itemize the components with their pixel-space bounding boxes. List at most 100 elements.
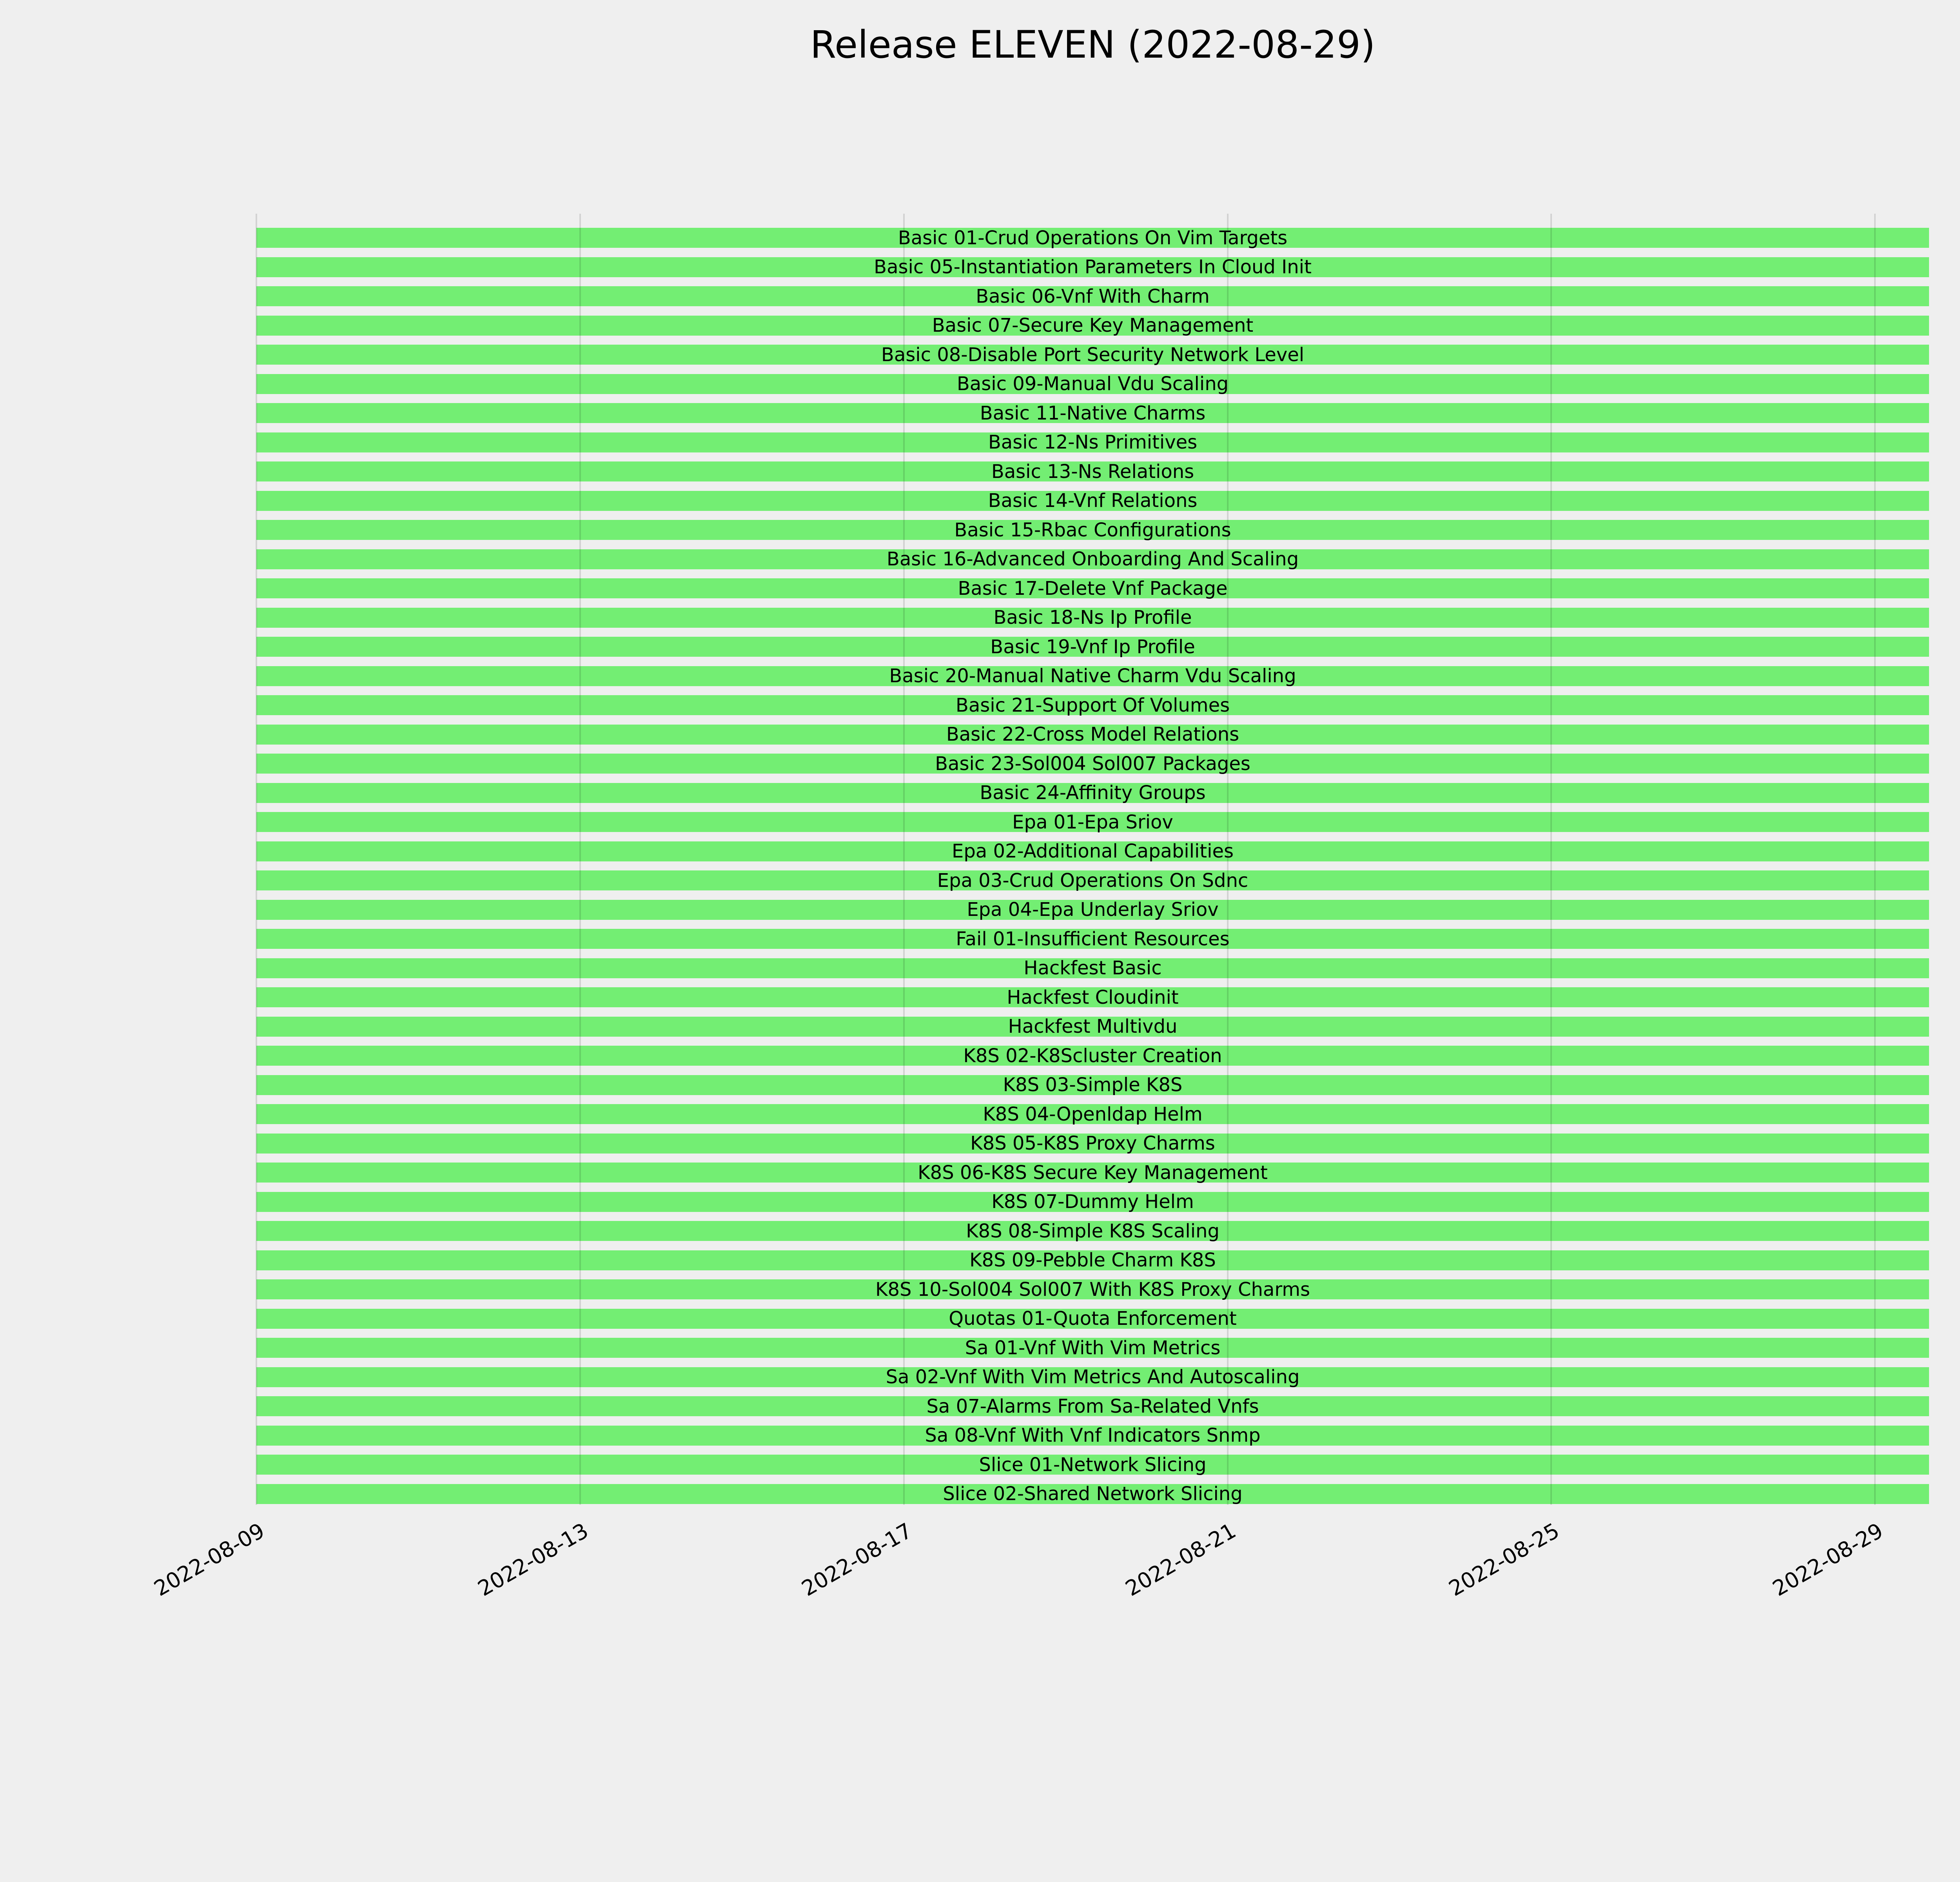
x-tick-label: 2022-08-13 (474, 1518, 593, 1601)
task-bar (256, 841, 1929, 861)
gridline-2022-08-21 (1227, 214, 1229, 1505)
task-label: Basic 13-Ns Relations (991, 460, 1194, 483)
task-label: K8S 03-Simple K8S (1003, 1074, 1183, 1096)
task-bar (256, 1338, 1929, 1358)
task-label: Basic 01-Crud Operations On Vim Targets (898, 227, 1288, 249)
gridline-2022-08-17 (903, 214, 905, 1505)
task-label: Epa 04-Epa Underlay Sriov (967, 899, 1219, 921)
task-label: Epa 01-Epa Sriov (1012, 811, 1173, 833)
task-label: Basic 07-Secure Key Management (932, 314, 1254, 336)
task-label: Basic 06-Vnf With Charm (976, 285, 1210, 307)
task-bar (256, 1046, 1929, 1066)
task-bar (256, 403, 1929, 423)
task-label: K8S 10-Sol004 Sol007 With K8S Proxy Char… (875, 1278, 1310, 1301)
task-bars-layer (256, 212, 1929, 1513)
task-label: K8S 07-Dummy Helm (991, 1191, 1194, 1213)
task-bar (256, 549, 1929, 569)
task-label: K8S 04-Openldap Helm (983, 1103, 1203, 1125)
task-label: Basic 15-Rbac Configurations (954, 519, 1231, 541)
task-bar (256, 1455, 1929, 1475)
task-label: Basic 21-Support Of Volumes (955, 694, 1230, 716)
task-label: Epa 02-Additional Capabilities (951, 840, 1234, 862)
task-label: Hackfest Basic (1024, 957, 1162, 979)
task-bar (256, 899, 1929, 920)
task-label: K8S 09-Pebble Charm K8S (969, 1249, 1216, 1271)
task-label: Hackfest Multivdu (1008, 1015, 1178, 1037)
task-label: Basic 24-Affinity Groups (980, 782, 1206, 804)
task-bar (256, 958, 1929, 978)
task-bar (256, 1250, 1929, 1270)
task-bar (256, 695, 1929, 715)
task-bar (256, 1367, 1929, 1387)
task-label: Fail 01-Insufficient Resources (956, 928, 1230, 950)
task-bar (256, 228, 1929, 248)
task-label: Epa 03-Crud Operations On Sdnc (937, 869, 1249, 892)
task-bar (256, 315, 1929, 336)
task-bar (256, 1104, 1929, 1124)
x-tick-label: 2022-08-29 (1768, 1518, 1887, 1601)
task-label: Hackfest Cloudinit (1007, 986, 1179, 1008)
task-label: Basic 20-Manual Native Charm Vdu Scaling (889, 665, 1296, 687)
gridlines-layer (256, 212, 1929, 1513)
task-label: Basic 17-Delete Vnf Package (958, 577, 1228, 599)
task-bar (256, 666, 1929, 686)
task-bar (256, 929, 1929, 949)
task-bar (256, 520, 1929, 540)
task-label: Basic 11-Native Charms (980, 402, 1206, 424)
gridline-2022-08-09 (256, 214, 257, 1505)
gridline-2022-08-29 (1874, 214, 1876, 1505)
task-label: Sa 02-Vnf With Vim Metrics And Autoscali… (886, 1366, 1300, 1388)
x-tick-label: 2022-08-17 (797, 1518, 916, 1601)
task-label: Basic 05-Instantiation Parameters In Clo… (874, 256, 1312, 278)
task-bar (256, 1016, 1929, 1037)
task-bar (256, 257, 1929, 277)
task-label: Basic 08-Disable Port Security Network L… (881, 343, 1305, 366)
task-label: Basic 16-Advanced Onboarding And Scaling (886, 548, 1299, 570)
task-label: Quotas 01-Quota Enforcement (949, 1308, 1237, 1330)
task-label: K8S 05-K8S Proxy Charms (970, 1132, 1215, 1154)
task-bar (256, 783, 1929, 803)
task-bar (256, 490, 1929, 511)
task-bar (256, 1425, 1929, 1446)
task-label: Sa 07-Alarms From Sa-Related Vnfs (926, 1395, 1259, 1417)
task-label: Basic 19-Vnf Ip Profile (990, 636, 1195, 658)
x-tick-label: 2022-08-25 (1445, 1518, 1564, 1601)
task-bar (256, 374, 1929, 394)
task-bar (256, 1484, 1929, 1504)
task-bar (256, 754, 1929, 774)
task-bar (256, 461, 1929, 481)
task-label: Sa 01-Vnf With Vim Metrics (965, 1337, 1221, 1359)
task-bar (256, 286, 1929, 306)
task-bar (256, 812, 1929, 832)
task-label: Basic 23-Sol004 Sol007 Packages (935, 752, 1250, 775)
task-bar (256, 1279, 1929, 1299)
task-label: Sa 08-Vnf With Vnf Indicators Snmp (925, 1424, 1261, 1446)
task-bar (256, 345, 1929, 365)
task-label: Basic 12-Ns Primitives (988, 431, 1198, 453)
chart-title: Release ELEVEN (2022-08-29) (810, 23, 1376, 67)
x-tick-label: 2022-08-09 (150, 1518, 269, 1601)
plot-area: Basic 01-Crud Operations On Vim Targets B… (256, 212, 1929, 1513)
task-label: Slice 02-Shared Network Slicing (943, 1483, 1243, 1505)
task-bar (256, 724, 1929, 745)
task-bar (256, 1192, 1929, 1212)
task-labels-layer: Basic 01-Crud Operations On Vim Targets B… (256, 212, 1929, 1513)
task-bar (256, 987, 1929, 1007)
task-bar (256, 870, 1929, 890)
task-bar (256, 607, 1929, 628)
task-bar (256, 432, 1929, 452)
task-bar (256, 637, 1929, 657)
task-label: Basic 14-Vnf Relations (988, 490, 1198, 512)
task-label: Basic 09-Manual Vdu Scaling (956, 373, 1229, 395)
task-label: Basic 18-Ns Ip Profile (993, 607, 1192, 629)
task-label: K8S 02-K8Scluster Creation (963, 1045, 1222, 1067)
task-bar (256, 1221, 1929, 1241)
gridline-2022-08-25 (1550, 214, 1552, 1505)
task-bar (256, 1133, 1929, 1154)
task-bar (256, 1308, 1929, 1329)
task-bar (256, 578, 1929, 598)
task-bar (256, 1396, 1929, 1416)
task-label: Basic 22-Cross Model Relations (946, 723, 1240, 745)
x-tick-label: 2022-08-21 (1121, 1518, 1240, 1601)
